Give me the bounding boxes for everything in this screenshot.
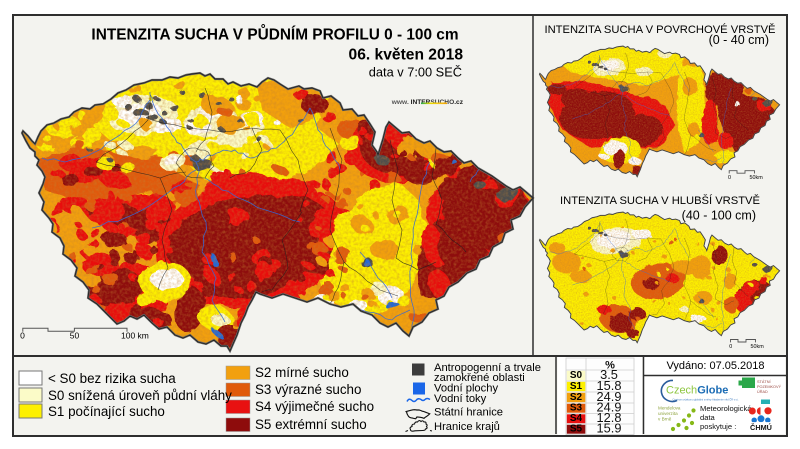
svg-text:(0 - 40 cm): (0 - 40 cm) [709,33,769,47]
svg-text:S4: S4 [570,413,583,424]
svg-text:15.9: 15.9 [597,421,622,436]
svg-text:50km: 50km [751,344,765,350]
svg-text:S0: S0 [570,370,583,381]
svg-text:24.9: 24.9 [597,389,622,404]
svg-text:3.5: 3.5 [600,367,618,382]
svg-text:S3: S3 [570,403,583,414]
svg-text:data v 7:00 SEČ: data v 7:00 SEČ [369,65,462,80]
svg-text:poskytuje :: poskytuje : [700,422,736,431]
svg-text:Hranice krajů: Hranice krajů [434,421,500,433]
svg-text:Meteorologická: Meteorologická [700,404,752,413]
svg-text:15.8: 15.8 [597,378,622,393]
svg-text:100 km: 100 km [121,331,149,341]
svg-text:v Brně: v Brně [658,417,672,422]
svg-text:S1: S1 [570,381,583,392]
svg-text:ČHMÚ: ČHMÚ [750,423,772,432]
svg-text:S0 snížená úroveň půdní vláhy: S0 snížená úroveň půdní vláhy [48,388,232,403]
svg-text:< S0 bez rizika sucha: < S0 bez rizika sucha [48,371,176,386]
svg-text:12.8: 12.8 [597,410,622,425]
svg-text:S5 extrémní sucho: S5 extrémní sucho [255,417,367,432]
svg-text:(40 - 100 cm): (40 - 100 cm) [682,209,756,223]
svg-text:50km: 50km [750,175,764,181]
svg-text:06. květen 2018: 06. květen 2018 [349,47,464,64]
svg-text:Antropogenní a trvale: Antropogenní a trvale [434,362,541,374]
svg-text:ÚŘAD: ÚŘAD [757,389,768,394]
svg-text:50: 50 [70,331,80,341]
svg-text:data: data [700,413,716,422]
svg-text:INTENZITA SUCHA V HLUBŠÍ VRSTV: INTENZITA SUCHA V HLUBŠÍ VRSTVĚ [560,194,760,207]
svg-text:STÁTNÍ: STÁTNÍ [757,380,771,384]
svg-text:zamokřené oblasti: zamokřené oblasti [434,372,525,384]
svg-text:0: 0 [728,175,731,181]
svg-text:%: % [605,360,615,372]
svg-text:Vodní plochy: Vodní plochy [434,383,498,395]
svg-text:Centrum výzkumu globální změny: Centrum výzkumu globální změny Akademie … [673,397,739,402]
svg-text:INTENZITA SUCHA V POVRCHOVÉ VR: INTENZITA SUCHA V POVRCHOVÉ VRSTVĚ [544,23,775,36]
svg-text:0: 0 [729,344,732,350]
svg-text:INTENZITA SUCHA V PŮDNÍM PROFI: INTENZITA SUCHA V PŮDNÍM PROFILU 0 - 100… [91,25,458,44]
svg-text:Vydáno: 07.05.2018: Vydáno: 07.05.2018 [666,360,764,372]
svg-text:univerzita: univerzita [658,411,678,416]
svg-text:S4 výjimečné sucho: S4 výjimečné sucho [255,399,374,414]
svg-text:Mendelova: Mendelova [658,406,681,411]
svg-text:0: 0 [20,331,25,341]
svg-text:Státní hranice: Státní hranice [434,407,503,419]
svg-text:S1 počínající sucho: S1 počínající sucho [48,404,165,419]
svg-text:S3 výrazné sucho: S3 výrazné sucho [255,382,361,397]
svg-text:S2 mírné sucho: S2 mírné sucho [255,365,349,380]
svg-text:S5: S5 [570,424,583,435]
svg-text:Vodní toky: Vodní toky [434,393,487,405]
svg-text:24.9: 24.9 [597,400,622,415]
svg-text:CzechGlobe: CzechGlobe [666,385,728,397]
svg-text:S2: S2 [570,392,583,403]
svg-text:POZEMKOVÝ: POZEMKOVÝ [757,385,782,389]
